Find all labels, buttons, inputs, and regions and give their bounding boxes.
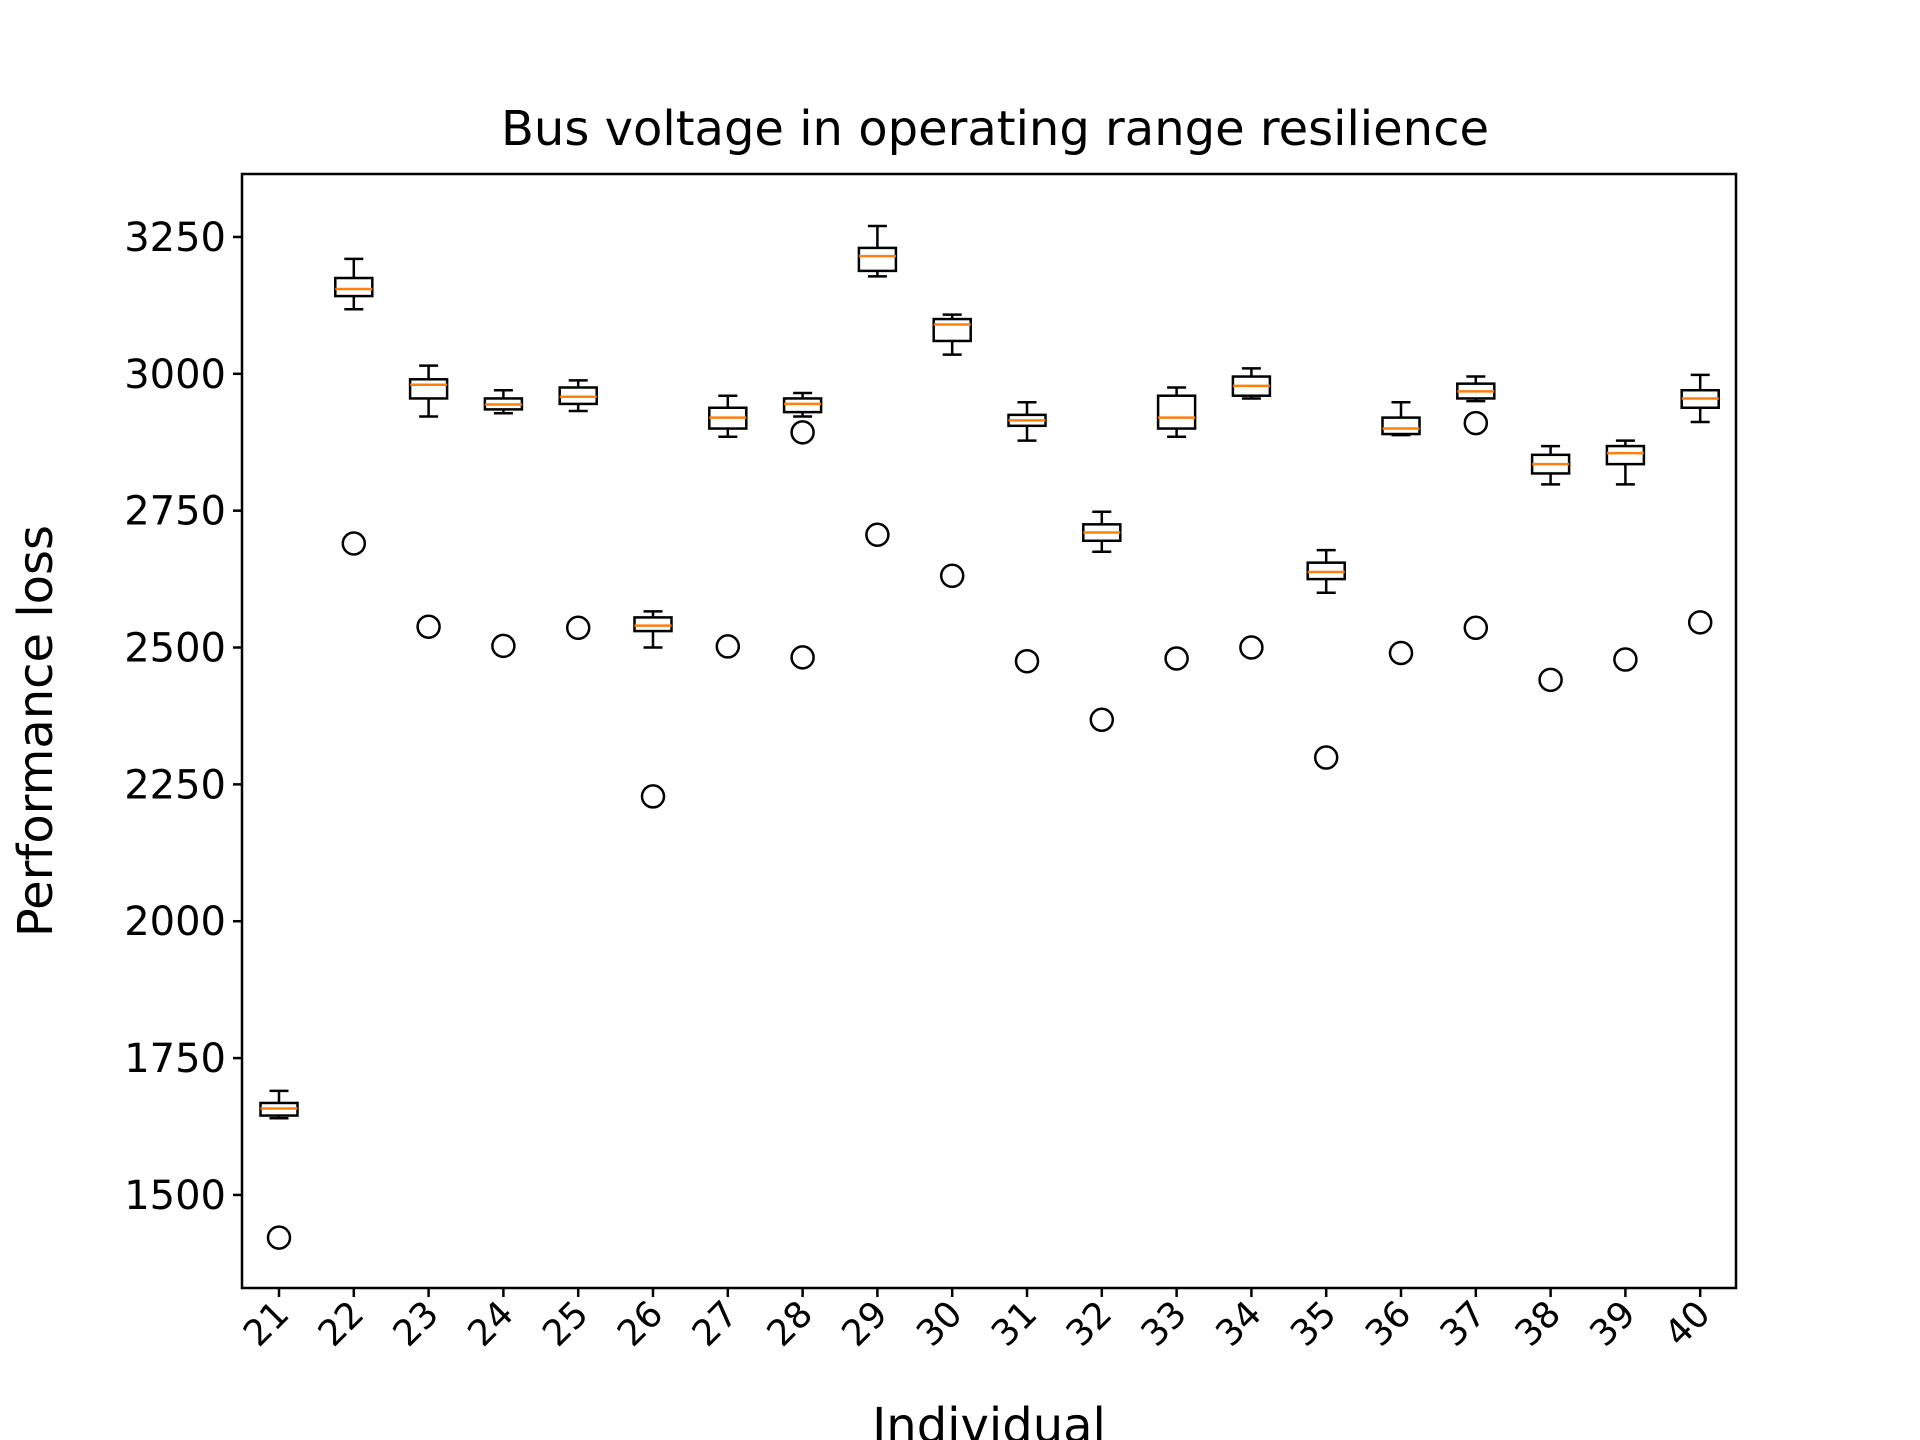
box-39 [1605, 439, 1646, 672]
x-tick-label: 34 [1208, 1293, 1269, 1354]
y-axis: 1500 1750 2000 2250 2500 2750 3000 3250 [124, 215, 242, 1219]
x-tick-label: 39 [1582, 1293, 1643, 1354]
x-tick-label: 23 [386, 1293, 447, 1354]
box-body [408, 378, 449, 400]
x-axis-label: Individual [872, 1398, 1106, 1440]
box-body [782, 397, 823, 414]
flier-point [1239, 635, 1264, 660]
flier-point [1687, 610, 1713, 635]
box-32 [1082, 510, 1122, 733]
box-28 [782, 391, 823, 670]
x-tick-label: 32 [1059, 1293, 1120, 1354]
x-tick-label: 36 [1358, 1293, 1419, 1354]
box-body [932, 317, 972, 343]
y-tick-label: 3250 [124, 215, 226, 261]
box-27 [708, 394, 748, 659]
box-26 [633, 610, 673, 809]
flier-point [640, 784, 666, 809]
flier-point [1613, 647, 1638, 672]
plot-frame [240, 172, 1738, 1290]
box-body [1605, 444, 1646, 466]
flier-point [790, 645, 815, 670]
flier-point [790, 420, 815, 445]
flier-point [1538, 667, 1563, 693]
y-tick-label: 2000 [124, 899, 226, 945]
box-body [857, 246, 898, 273]
x-tick-label: 22 [311, 1293, 372, 1354]
x-tick-label: 25 [535, 1293, 596, 1354]
box-37 [1456, 375, 1496, 641]
flier-point [416, 614, 441, 639]
x-tick-label: 26 [610, 1293, 671, 1354]
box-40 [1680, 373, 1720, 635]
x-axis: 21 22 23 24 25 26 27 28 29 30 31 32 33 34 35 36 37 38 39 40 [236, 1288, 1719, 1355]
x-tick-label: 37 [1433, 1293, 1494, 1354]
flier-point [565, 615, 591, 641]
box-body [633, 616, 673, 633]
box-24 [483, 388, 524, 659]
x-tick-label: 30 [909, 1293, 970, 1354]
box-34 [1231, 367, 1272, 660]
box-38 [1530, 444, 1571, 693]
plot-area [259, 224, 1720, 1250]
flier-point [266, 1225, 292, 1250]
flier-point [1463, 615, 1489, 641]
box-body [1381, 416, 1421, 436]
flier-point [715, 634, 741, 659]
y-tick-label: 3000 [124, 352, 226, 398]
x-tick-label: 40 [1657, 1293, 1718, 1354]
box-30 [932, 313, 972, 589]
flier-point [1313, 745, 1339, 770]
y-tick-label: 1750 [124, 1036, 226, 1082]
box-23 [408, 364, 449, 639]
flier-point [865, 522, 890, 547]
x-tick-label: 35 [1283, 1293, 1344, 1354]
x-tick-label: 38 [1508, 1293, 1569, 1354]
flier-point [1164, 646, 1189, 671]
flier-point [1388, 640, 1414, 666]
box-36 [1381, 401, 1421, 666]
flier-point [1014, 648, 1040, 674]
box-33 [1156, 386, 1197, 671]
x-tick-label: 33 [1134, 1293, 1195, 1354]
box-25 [558, 379, 598, 641]
y-tick-label: 2250 [124, 762, 226, 808]
box-35 [1306, 548, 1346, 770]
box-body [1156, 394, 1197, 430]
box-body [334, 276, 374, 298]
x-tick-label: 27 [685, 1293, 746, 1354]
y-axis-label: Performance loss [8, 525, 64, 937]
x-tick-label: 28 [760, 1293, 821, 1354]
y-tick-label: 1500 [124, 1173, 226, 1219]
chart-title: Bus voltage in operating range resilienc… [501, 101, 1489, 157]
flier-point [939, 563, 965, 589]
x-tick-label: 21 [236, 1293, 297, 1354]
box-22 [334, 257, 374, 556]
flier-point [1463, 410, 1489, 436]
y-tick-label: 2500 [124, 626, 226, 672]
y-tick-label: 2750 [124, 489, 226, 535]
box-21 [259, 1089, 299, 1250]
x-tick-label: 31 [984, 1293, 1045, 1354]
flier-point [341, 531, 367, 556]
x-tick-label: 24 [460, 1293, 521, 1354]
box-31 [1007, 401, 1047, 674]
flier-point [1089, 707, 1115, 733]
x-tick-label: 29 [834, 1293, 895, 1354]
flier-point [491, 633, 516, 659]
box-29 [857, 224, 898, 547]
